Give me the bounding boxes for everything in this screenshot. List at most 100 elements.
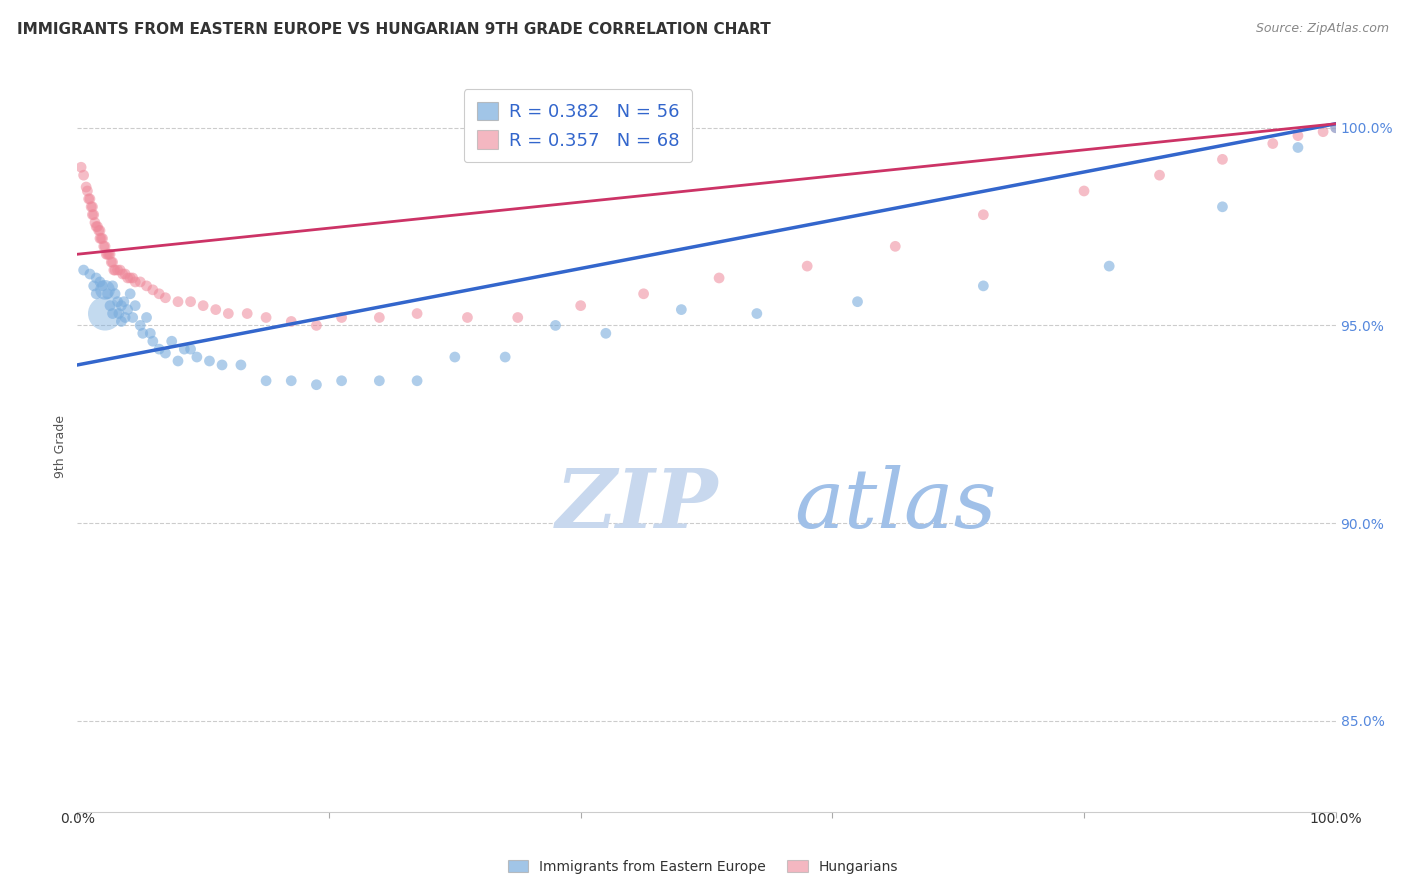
Point [117,302,139,317]
Point [186,350,208,364]
Point [1312,125,1334,139]
Point [972,208,994,222]
Point [160,334,183,349]
Point [330,310,353,325]
Point [77,192,100,206]
Point [595,326,617,341]
Point [110,314,132,328]
Point [1211,153,1233,167]
Point [368,374,391,388]
Point [108,307,131,321]
Point [84,219,107,234]
Legend: R = 0.382   N = 56, R = 0.357   N = 68: R = 0.382 N = 56, R = 0.357 N = 68 [464,89,692,162]
Point [110,299,132,313]
Point [254,310,277,325]
Point [94,239,117,253]
Point [89,275,111,289]
Point [98,247,121,261]
Point [1261,136,1284,151]
Point [84,286,107,301]
Point [204,302,226,317]
Point [104,286,127,301]
Point [884,239,907,253]
Point [86,219,108,234]
Point [671,302,693,317]
Point [117,271,139,285]
Point [132,326,155,341]
Point [97,247,120,261]
Point [121,310,143,325]
Point [280,314,302,328]
Point [1073,184,1095,198]
Text: 0.0%: 0.0% [60,812,94,826]
Point [91,278,114,293]
Point [796,259,818,273]
Point [167,294,190,309]
Point [456,310,478,325]
Point [745,307,768,321]
Point [129,318,152,333]
Point [121,271,143,285]
Point [1098,259,1121,273]
Text: 100.0%: 100.0% [1309,812,1362,826]
Point [114,267,136,281]
Point [305,318,328,333]
Point [72,168,94,182]
Point [707,271,730,285]
Point [135,310,157,325]
Point [569,299,592,313]
Point [180,294,202,309]
Point [94,307,117,321]
Point [83,278,105,293]
Point [142,283,165,297]
Point [120,286,142,301]
Point [89,231,111,245]
Point [96,247,118,261]
Point [129,275,152,289]
Point [107,263,129,277]
Point [406,374,429,388]
Point [79,192,101,206]
Point [544,318,567,333]
Point [89,223,111,237]
Point [94,283,117,297]
Point [93,239,115,253]
Point [96,286,118,301]
Point [84,271,107,285]
Point [91,231,114,245]
Point [101,307,124,321]
Point [368,310,391,325]
Point [112,294,135,309]
Point [79,267,101,281]
Point [1324,120,1347,135]
Point [124,299,146,313]
Point [124,275,146,289]
Point [444,350,467,364]
Point [155,346,177,360]
Point [139,326,162,341]
Point [173,342,195,356]
Point [236,307,259,321]
Point [72,263,94,277]
Point [494,350,516,364]
Point [96,247,118,261]
Point [107,294,129,309]
Text: IMMIGRANTS FROM EASTERN EUROPE VS HUNGARIAN 9TH GRADE CORRELATION CHART: IMMIGRANTS FROM EASTERN EUROPE VS HUNGAR… [17,22,770,37]
Point [254,374,277,388]
Y-axis label: 9th Grade: 9th Grade [53,415,67,477]
Point [103,263,125,277]
Text: atlas: atlas [794,465,997,544]
Point [87,223,110,237]
Point [155,291,177,305]
Point [280,374,302,388]
Point [198,354,221,368]
Point [972,278,994,293]
Point [82,200,104,214]
Point [211,358,233,372]
Point [83,208,105,222]
Point [111,267,134,281]
Point [70,161,93,175]
Point [1286,140,1309,154]
Point [82,208,104,222]
Point [180,342,202,356]
